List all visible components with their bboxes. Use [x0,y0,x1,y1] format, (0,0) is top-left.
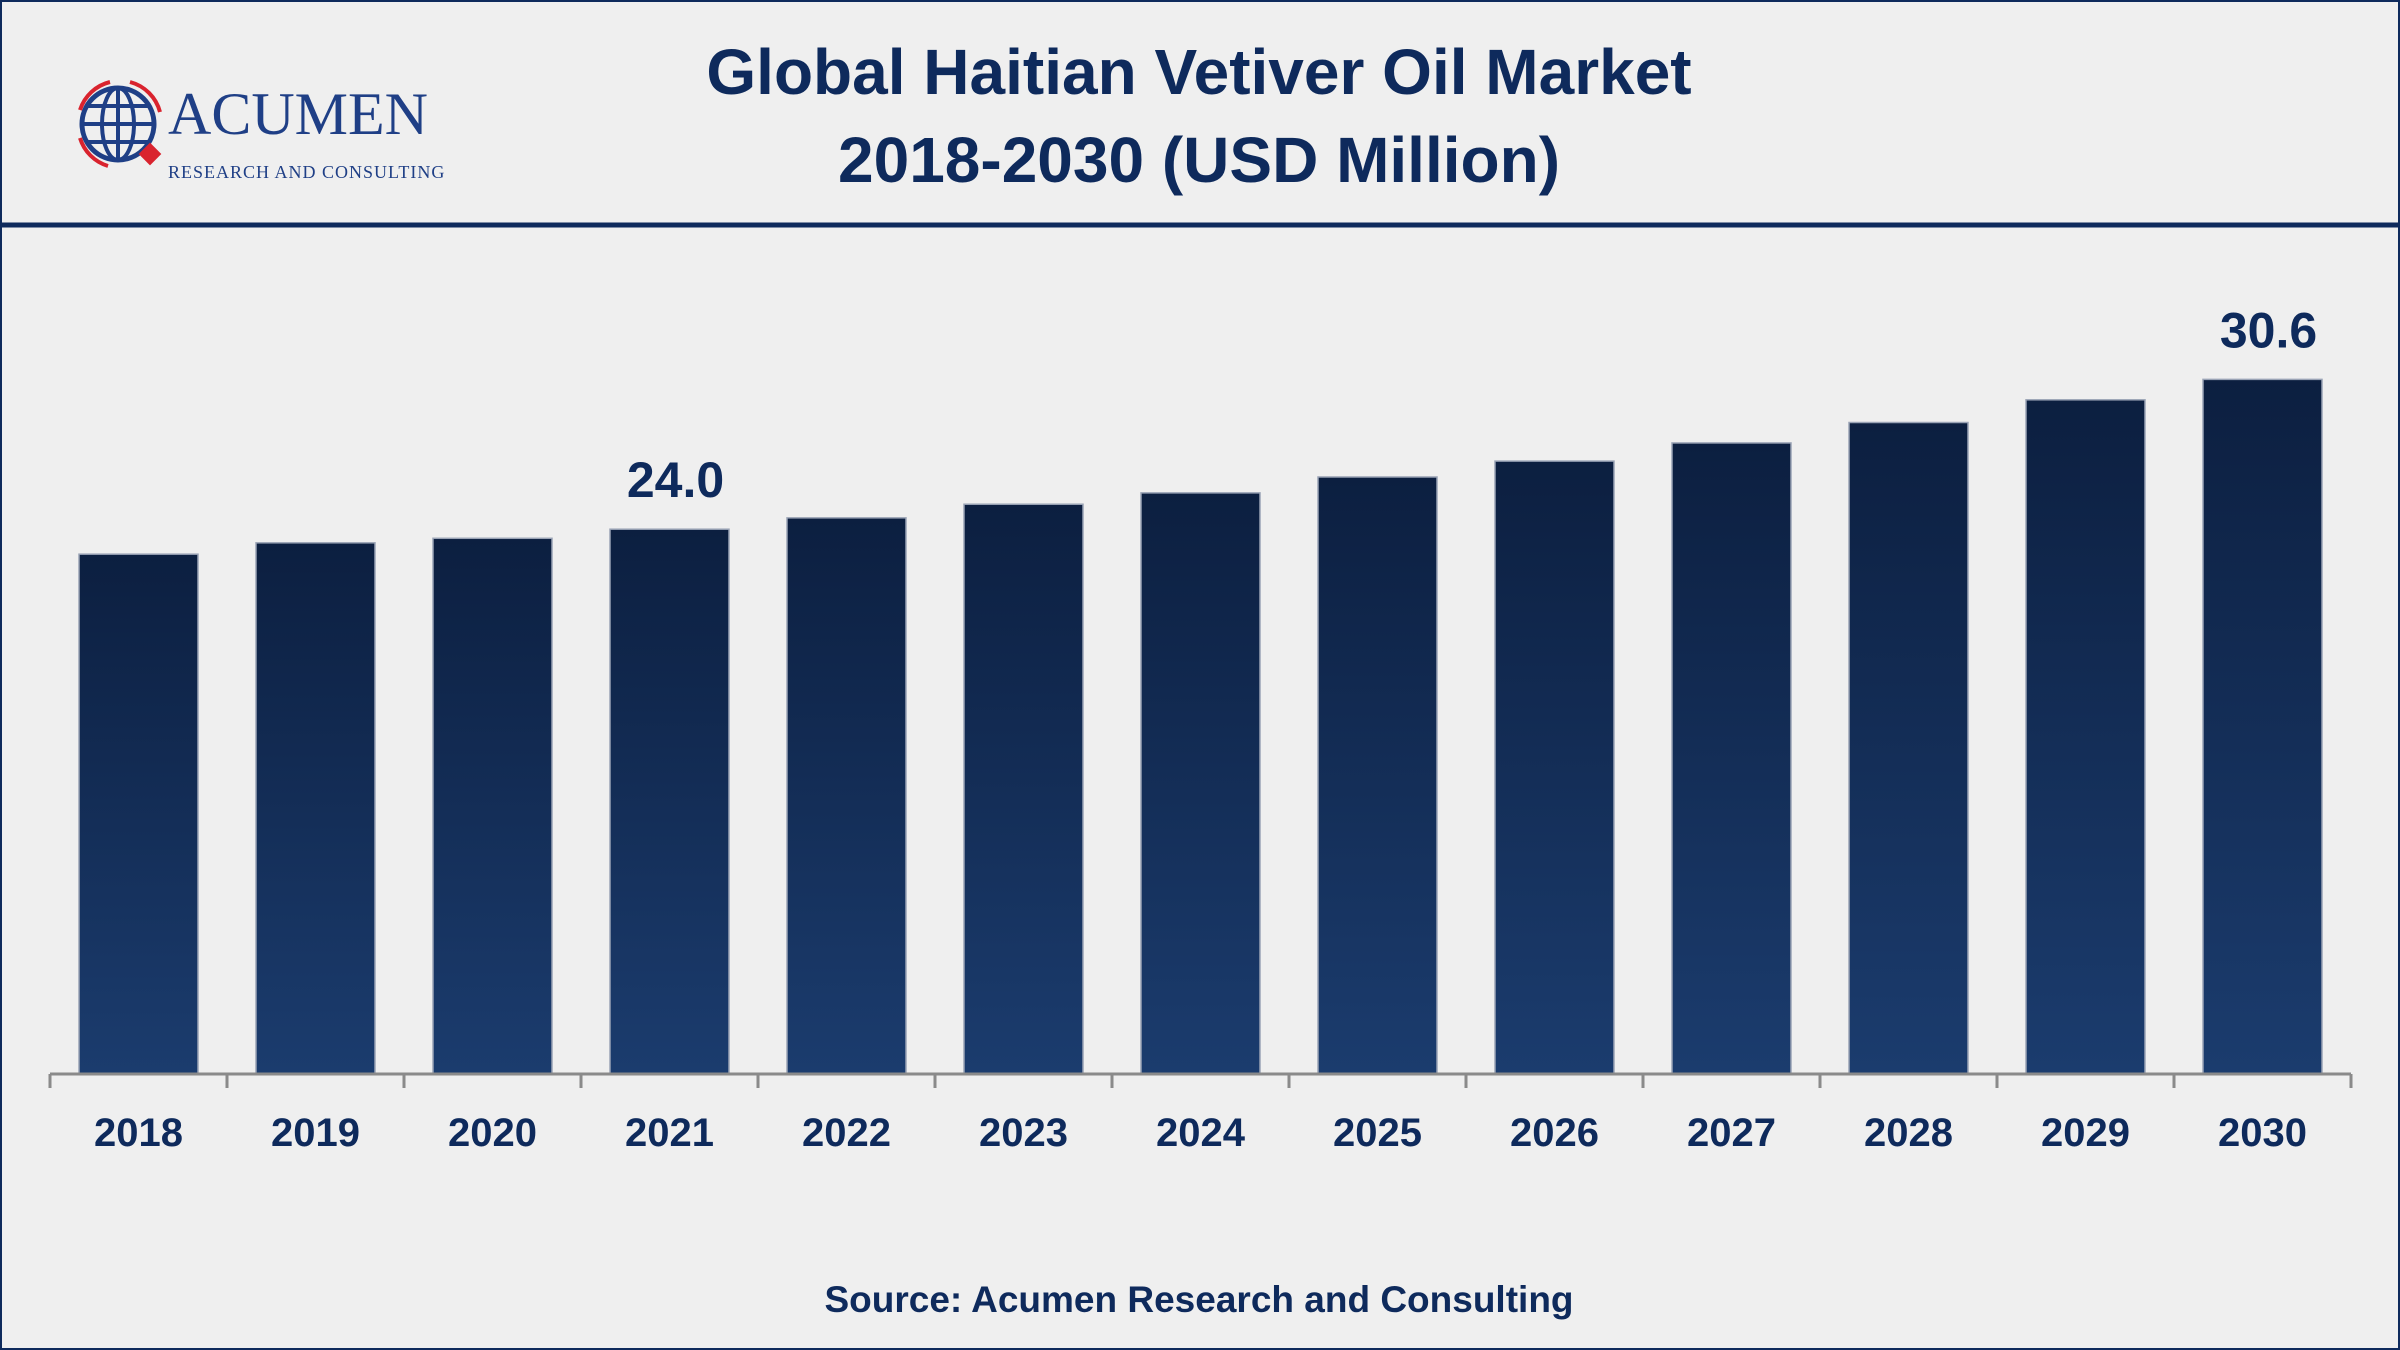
x-tick-label: 2025 [1333,1111,1422,1155]
bar-2027 [1671,442,1792,1075]
x-tick-label: 2018 [94,1111,183,1155]
x-tick-label: 2023 [979,1111,1068,1155]
data-label-2021: 24.0 [627,452,724,508]
bar-2026 [1494,460,1615,1075]
chart-subtitle: 2018-2030 (USD Million) [838,124,1560,196]
bar-2025 [1317,476,1438,1075]
bar-2019 [255,542,376,1075]
bar-2028 [1848,421,1969,1075]
acumen-logo: ACUMEN RESEARCH AND CONSULTING [78,80,445,182]
bar-2023 [963,503,1084,1075]
data-label-2030: 30.6 [2220,302,2317,358]
bar-2018 [78,553,199,1075]
logo-tagline: RESEARCH AND CONSULTING [168,162,445,182]
bars-group: 24.0 30.6 [78,302,2323,1075]
x-tick-label: 2021 [625,1111,714,1155]
x-axis: 2018 2019 2020 2021 2022 2023 2024 2025 2026 2027… [48,1072,2353,1155]
chart-title: Global Haitian Vetiver Oil Market [706,36,1691,108]
x-tick-label: 2027 [1687,1111,1776,1155]
source-note: Source: Acumen Research and Consulting [824,1279,1573,1320]
x-tick-label: 2024 [1156,1111,1246,1155]
x-tick-label: 2030 [2218,1111,2307,1155]
bar-2022 [786,517,907,1075]
bar-2030 [2202,378,2323,1075]
logo-wordmark: ACUMEN [168,81,428,147]
bar-2029 [2025,399,2146,1075]
x-tick-label: 2022 [802,1111,891,1155]
bar-2021 [609,528,730,1075]
bar-2020 [432,537,553,1075]
x-tick-label: 2026 [1510,1111,1599,1155]
x-tick-label: 2019 [271,1111,360,1155]
bar-2024 [1140,492,1261,1075]
x-tick-label: 2028 [1864,1111,1953,1155]
x-tick-label: 2029 [2041,1111,2130,1155]
globe-icon [78,80,162,168]
x-tick-label: 2020 [448,1111,537,1155]
